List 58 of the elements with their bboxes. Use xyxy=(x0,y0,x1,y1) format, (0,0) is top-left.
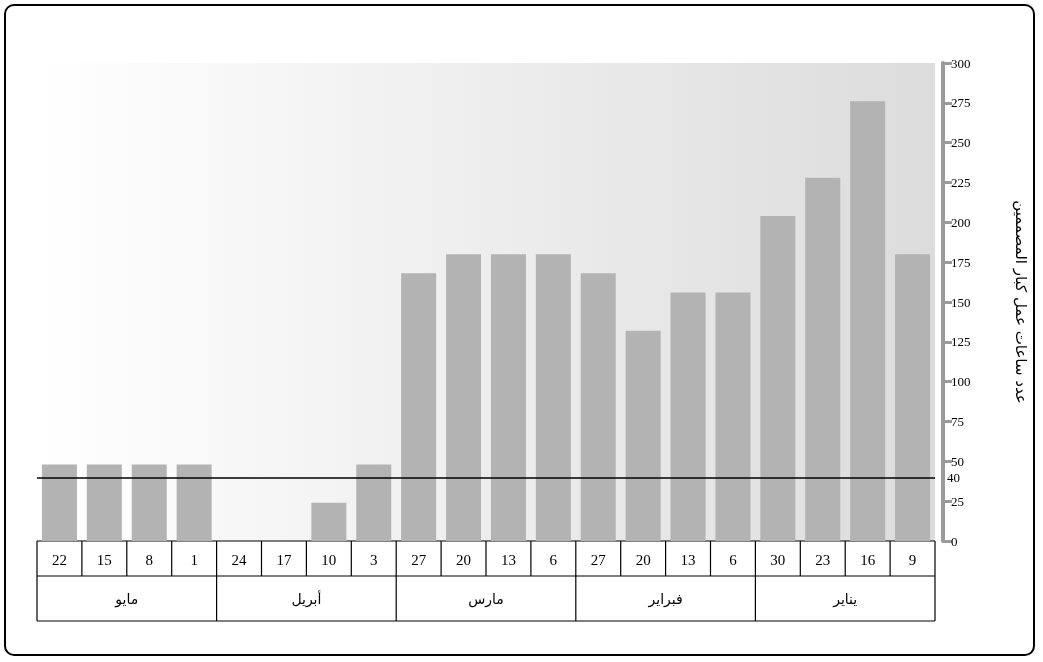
bar xyxy=(311,502,347,541)
bar xyxy=(760,215,796,541)
bar xyxy=(895,254,931,541)
x-tick-label: 3 xyxy=(370,551,378,568)
x-tick-label: 16 xyxy=(860,551,876,568)
bar xyxy=(715,292,751,541)
bar xyxy=(805,177,841,541)
x-tick-label: 10 xyxy=(321,551,337,568)
bar xyxy=(580,273,616,541)
y-axis-title: عدد ساعات عمل كبار المصممين xyxy=(1011,200,1030,404)
x-tick-label: 24 xyxy=(231,551,248,568)
bar xyxy=(86,464,122,541)
x-tick-label: 9 xyxy=(908,551,917,568)
x-tick-label: 22 xyxy=(51,551,67,568)
x-tick-label: 8 xyxy=(145,551,153,568)
text: مايو xyxy=(114,590,139,608)
text: مارس xyxy=(468,590,504,608)
x-tick-label: 23 xyxy=(815,551,831,568)
bar xyxy=(41,464,77,541)
y-tick-label: 100 xyxy=(951,374,971,390)
y-tick-label: 150 xyxy=(951,294,971,310)
x-tick-label: 27 xyxy=(411,551,427,568)
x-tick-label: 6 xyxy=(729,551,738,568)
bar xyxy=(446,254,482,541)
x-tick-label: 27 xyxy=(590,551,607,568)
y-tick-label: 225 xyxy=(951,175,971,190)
bar xyxy=(850,101,886,541)
x-tick-label: 13 xyxy=(500,551,516,568)
x-tick-label: 15 xyxy=(96,551,112,568)
text: فبراير xyxy=(647,590,683,608)
x-tick-label: 1 xyxy=(190,551,198,568)
bar xyxy=(401,273,437,541)
y-tick-label: 25 xyxy=(951,493,964,509)
x-tick-label: 13 xyxy=(680,551,696,568)
bar xyxy=(535,254,571,541)
ref-line-label: 40 xyxy=(947,469,960,485)
x-tick-label: 6 xyxy=(549,551,558,568)
bar xyxy=(490,254,526,541)
x-tick-label: 17 xyxy=(276,551,292,568)
bar xyxy=(176,464,212,541)
bar xyxy=(670,292,706,541)
x-tick-label: 30 xyxy=(770,551,786,568)
y-tick-label: 125 xyxy=(951,334,971,350)
y-tick-label: 75 xyxy=(951,414,964,429)
text: يناير xyxy=(832,590,858,608)
y-tick-label: 50 xyxy=(951,453,964,469)
bar xyxy=(625,330,661,541)
x-tick-label: 20 xyxy=(635,551,651,568)
x-tick-label: 20 xyxy=(456,551,472,568)
y-tick-label: 200 xyxy=(951,214,971,230)
y-tick-label: 300 xyxy=(951,55,971,71)
y-tick-label: 250 xyxy=(951,135,971,151)
bar xyxy=(131,464,167,541)
text: أبريل xyxy=(291,589,322,608)
y-tick-label: 0 xyxy=(951,533,958,549)
bar xyxy=(356,464,392,541)
y-tick-label: 175 xyxy=(951,254,971,270)
y-tick-label: 275 xyxy=(951,95,971,111)
